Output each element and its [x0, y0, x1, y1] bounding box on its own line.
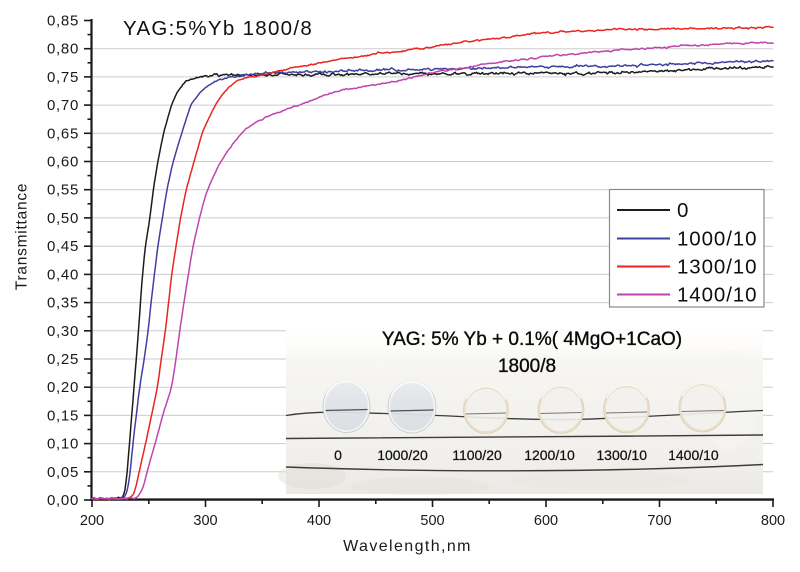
svg-text:600: 600 — [534, 513, 558, 529]
svg-text:YAG: 5% Yb + 0.1%( 4MgO+1CaO): YAG: 5% Yb + 0.1%( 4MgO+1CaO) — [382, 329, 682, 350]
svg-text:0,55: 0,55 — [47, 182, 79, 199]
svg-text:0,75: 0,75 — [47, 69, 79, 86]
svg-text:YAG:5%Yb 1800/8: YAG:5%Yb 1800/8 — [123, 17, 313, 40]
svg-text:0,00: 0,00 — [47, 492, 79, 509]
svg-text:500: 500 — [420, 513, 444, 529]
svg-text:0,05: 0,05 — [47, 464, 79, 481]
svg-text:0: 0 — [334, 447, 342, 463]
svg-text:Wavelength,nm: Wavelength,nm — [343, 538, 472, 555]
svg-text:1100/20: 1100/20 — [452, 447, 502, 463]
svg-text:0,35: 0,35 — [47, 295, 79, 312]
svg-text:1300/10: 1300/10 — [596, 447, 647, 463]
svg-text:Transmittance: Transmittance — [14, 183, 31, 290]
svg-text:0,50: 0,50 — [47, 210, 79, 227]
svg-text:0,60: 0,60 — [47, 154, 79, 171]
svg-text:1800/8: 1800/8 — [498, 356, 556, 377]
svg-text:800: 800 — [761, 513, 785, 529]
svg-text:1200/10: 1200/10 — [524, 447, 575, 463]
svg-text:0,25: 0,25 — [47, 351, 79, 368]
svg-text:0,40: 0,40 — [47, 266, 79, 283]
svg-text:0,20: 0,20 — [47, 379, 79, 396]
svg-text:1400/10: 1400/10 — [677, 284, 757, 307]
svg-text:0,15: 0,15 — [47, 407, 79, 424]
svg-text:1400/10: 1400/10 — [668, 447, 719, 463]
svg-text:700: 700 — [647, 513, 671, 529]
svg-text:0,10: 0,10 — [47, 436, 79, 453]
svg-text:1300/10: 1300/10 — [677, 256, 757, 279]
svg-text:200: 200 — [80, 513, 104, 529]
svg-text:1000/10: 1000/10 — [677, 228, 757, 251]
svg-text:0,85: 0,85 — [47, 13, 79, 30]
svg-text:1000/20: 1000/20 — [377, 447, 428, 463]
svg-text:0,70: 0,70 — [47, 97, 79, 114]
svg-text:0,65: 0,65 — [47, 125, 79, 142]
svg-text:0,45: 0,45 — [47, 238, 79, 255]
svg-text:0,80: 0,80 — [47, 41, 79, 58]
svg-text:0: 0 — [677, 199, 689, 222]
svg-text:300: 300 — [193, 513, 217, 529]
svg-text:400: 400 — [307, 513, 331, 529]
svg-text:0,30: 0,30 — [47, 323, 79, 340]
